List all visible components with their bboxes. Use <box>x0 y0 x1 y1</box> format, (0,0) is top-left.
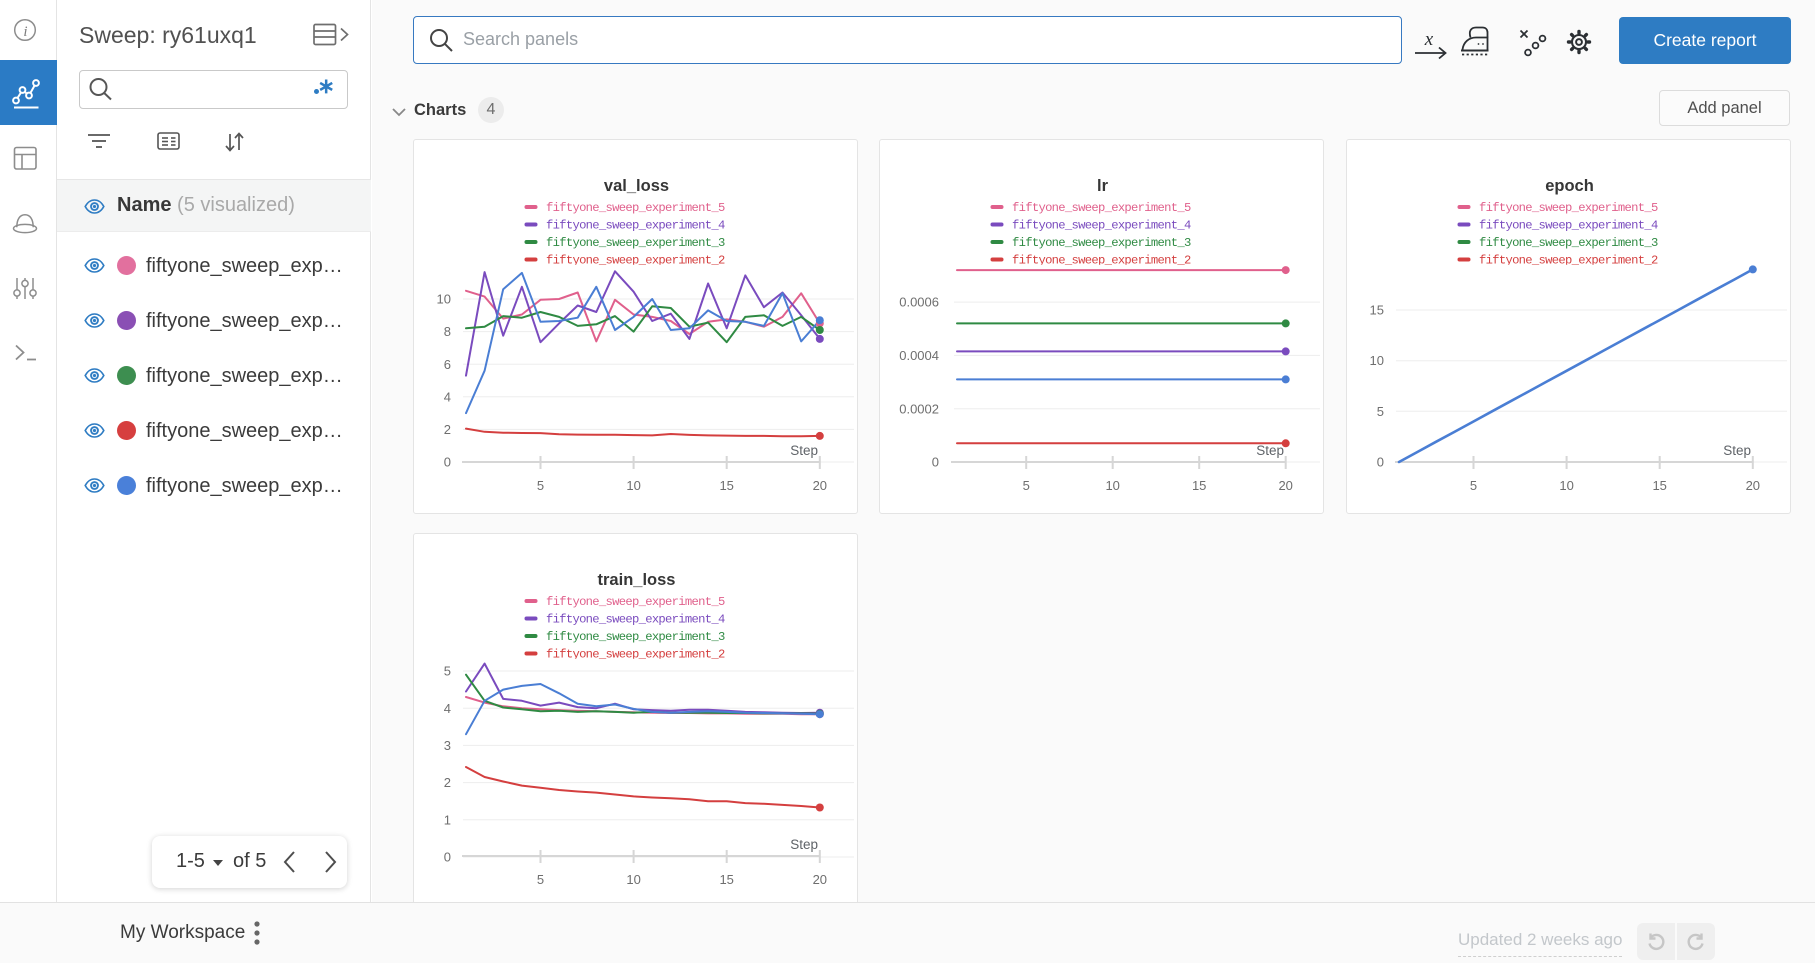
svg-text:fiftyone_sweep_experiment_1: fiftyone_sweep_experiment_1 <box>546 665 725 679</box>
svg-text:lr: lr <box>1097 177 1109 195</box>
svg-text:6: 6 <box>444 357 451 372</box>
svg-text:0.0002: 0.0002 <box>899 401 939 416</box>
svg-text:epoch: epoch <box>1545 177 1594 195</box>
svg-text:train_loss: train_loss <box>598 571 676 589</box>
svg-text:fiftyone_sweep_experiment_5: fiftyone_sweep_experiment_5 <box>546 595 725 609</box>
svg-text:fiftyone_sweep_experiment_2: fiftyone_sweep_experiment_2 <box>546 648 725 662</box>
svg-text:10: 10 <box>437 292 451 307</box>
svg-text:x: x <box>1424 29 1434 50</box>
svg-text:fiftyone_sweep_experiment_3: fiftyone_sweep_experiment_3 <box>1012 236 1191 250</box>
svg-text:fiftyone_sweep_experiment_4: fiftyone_sweep_experiment_4 <box>546 613 725 627</box>
svg-text:fiftyone_sweep_experiment_4: fiftyone_sweep_experiment_4 <box>1479 219 1658 233</box>
svg-text:fiftyone_sweep_experiment_4: fiftyone_sweep_experiment_4 <box>546 219 725 233</box>
svg-text:15: 15 <box>1652 478 1666 493</box>
svg-text:fiftyone_sweep_experiment_5: fiftyone_sweep_experiment_5 <box>546 201 725 215</box>
svg-text:20: 20 <box>813 478 827 493</box>
svg-text:fiftyone_sweep_experiment_3: fiftyone_sweep_experiment_3 <box>546 630 725 644</box>
svg-text:4: 4 <box>444 389 451 404</box>
svg-text:0.0004: 0.0004 <box>899 348 939 363</box>
svg-text:i: i <box>23 24 27 40</box>
svg-text:3: 3 <box>444 738 451 753</box>
svg-text:Step: Step <box>790 443 818 458</box>
svg-text:10: 10 <box>1370 353 1384 368</box>
svg-text:5: 5 <box>537 872 544 887</box>
svg-text:20: 20 <box>1746 478 1760 493</box>
svg-text:15: 15 <box>1370 303 1384 318</box>
svg-text:2: 2 <box>444 422 451 437</box>
svg-text:val_loss: val_loss <box>604 177 669 195</box>
svg-text:2: 2 <box>444 775 451 790</box>
svg-text:20: 20 <box>1278 478 1292 493</box>
svg-text:0.0006: 0.0006 <box>899 295 939 310</box>
svg-text:fiftyone_sweep_experiment_4: fiftyone_sweep_experiment_4 <box>1012 219 1191 233</box>
svg-text:4: 4 <box>444 701 451 716</box>
svg-text:10: 10 <box>626 872 640 887</box>
svg-text:Step: Step <box>1723 443 1751 458</box>
svg-text:0: 0 <box>444 850 451 865</box>
svg-text:fiftyone_sweep_experiment_1: fiftyone_sweep_experiment_1 <box>546 271 725 285</box>
svg-text:1: 1 <box>444 812 451 827</box>
svg-text:15: 15 <box>1192 478 1206 493</box>
svg-text:5: 5 <box>1377 404 1384 419</box>
svg-text:fiftyone_sweep_experiment_5: fiftyone_sweep_experiment_5 <box>1479 201 1658 215</box>
svg-text:fiftyone_sweep_experiment_5: fiftyone_sweep_experiment_5 <box>1012 201 1191 215</box>
svg-text:8: 8 <box>444 324 451 339</box>
svg-text:10: 10 <box>626 478 640 493</box>
svg-text:fiftyone_sweep_experiment_2: fiftyone_sweep_experiment_2 <box>1012 254 1191 268</box>
svg-text:15: 15 <box>719 872 733 887</box>
svg-text:fiftyone_sweep_experiment_3: fiftyone_sweep_experiment_3 <box>546 236 725 250</box>
svg-text:10: 10 <box>1105 478 1119 493</box>
svg-text:10: 10 <box>1559 478 1573 493</box>
svg-text:5: 5 <box>1470 478 1477 493</box>
svg-text:fiftyone_sweep_experiment_1: fiftyone_sweep_experiment_1 <box>1012 271 1191 285</box>
svg-text:5: 5 <box>537 478 544 493</box>
svg-text:fiftyone_sweep_experiment_1: fiftyone_sweep_experiment_1 <box>1479 271 1658 285</box>
svg-text:Step: Step <box>1256 443 1284 458</box>
svg-text:fiftyone_sweep_experiment_3: fiftyone_sweep_experiment_3 <box>1479 236 1658 250</box>
svg-text:fiftyone_sweep_experiment_2: fiftyone_sweep_experiment_2 <box>1479 254 1658 268</box>
svg-text:0: 0 <box>1377 455 1384 470</box>
svg-text:fiftyone_sweep_experiment_2: fiftyone_sweep_experiment_2 <box>546 254 725 268</box>
svg-text:20: 20 <box>813 872 827 887</box>
svg-text:5: 5 <box>444 664 451 679</box>
svg-text:0: 0 <box>444 455 451 470</box>
svg-text:15: 15 <box>719 478 733 493</box>
svg-text:5: 5 <box>1023 478 1030 493</box>
svg-text:0: 0 <box>932 455 939 470</box>
svg-text:Step: Step <box>790 837 818 852</box>
